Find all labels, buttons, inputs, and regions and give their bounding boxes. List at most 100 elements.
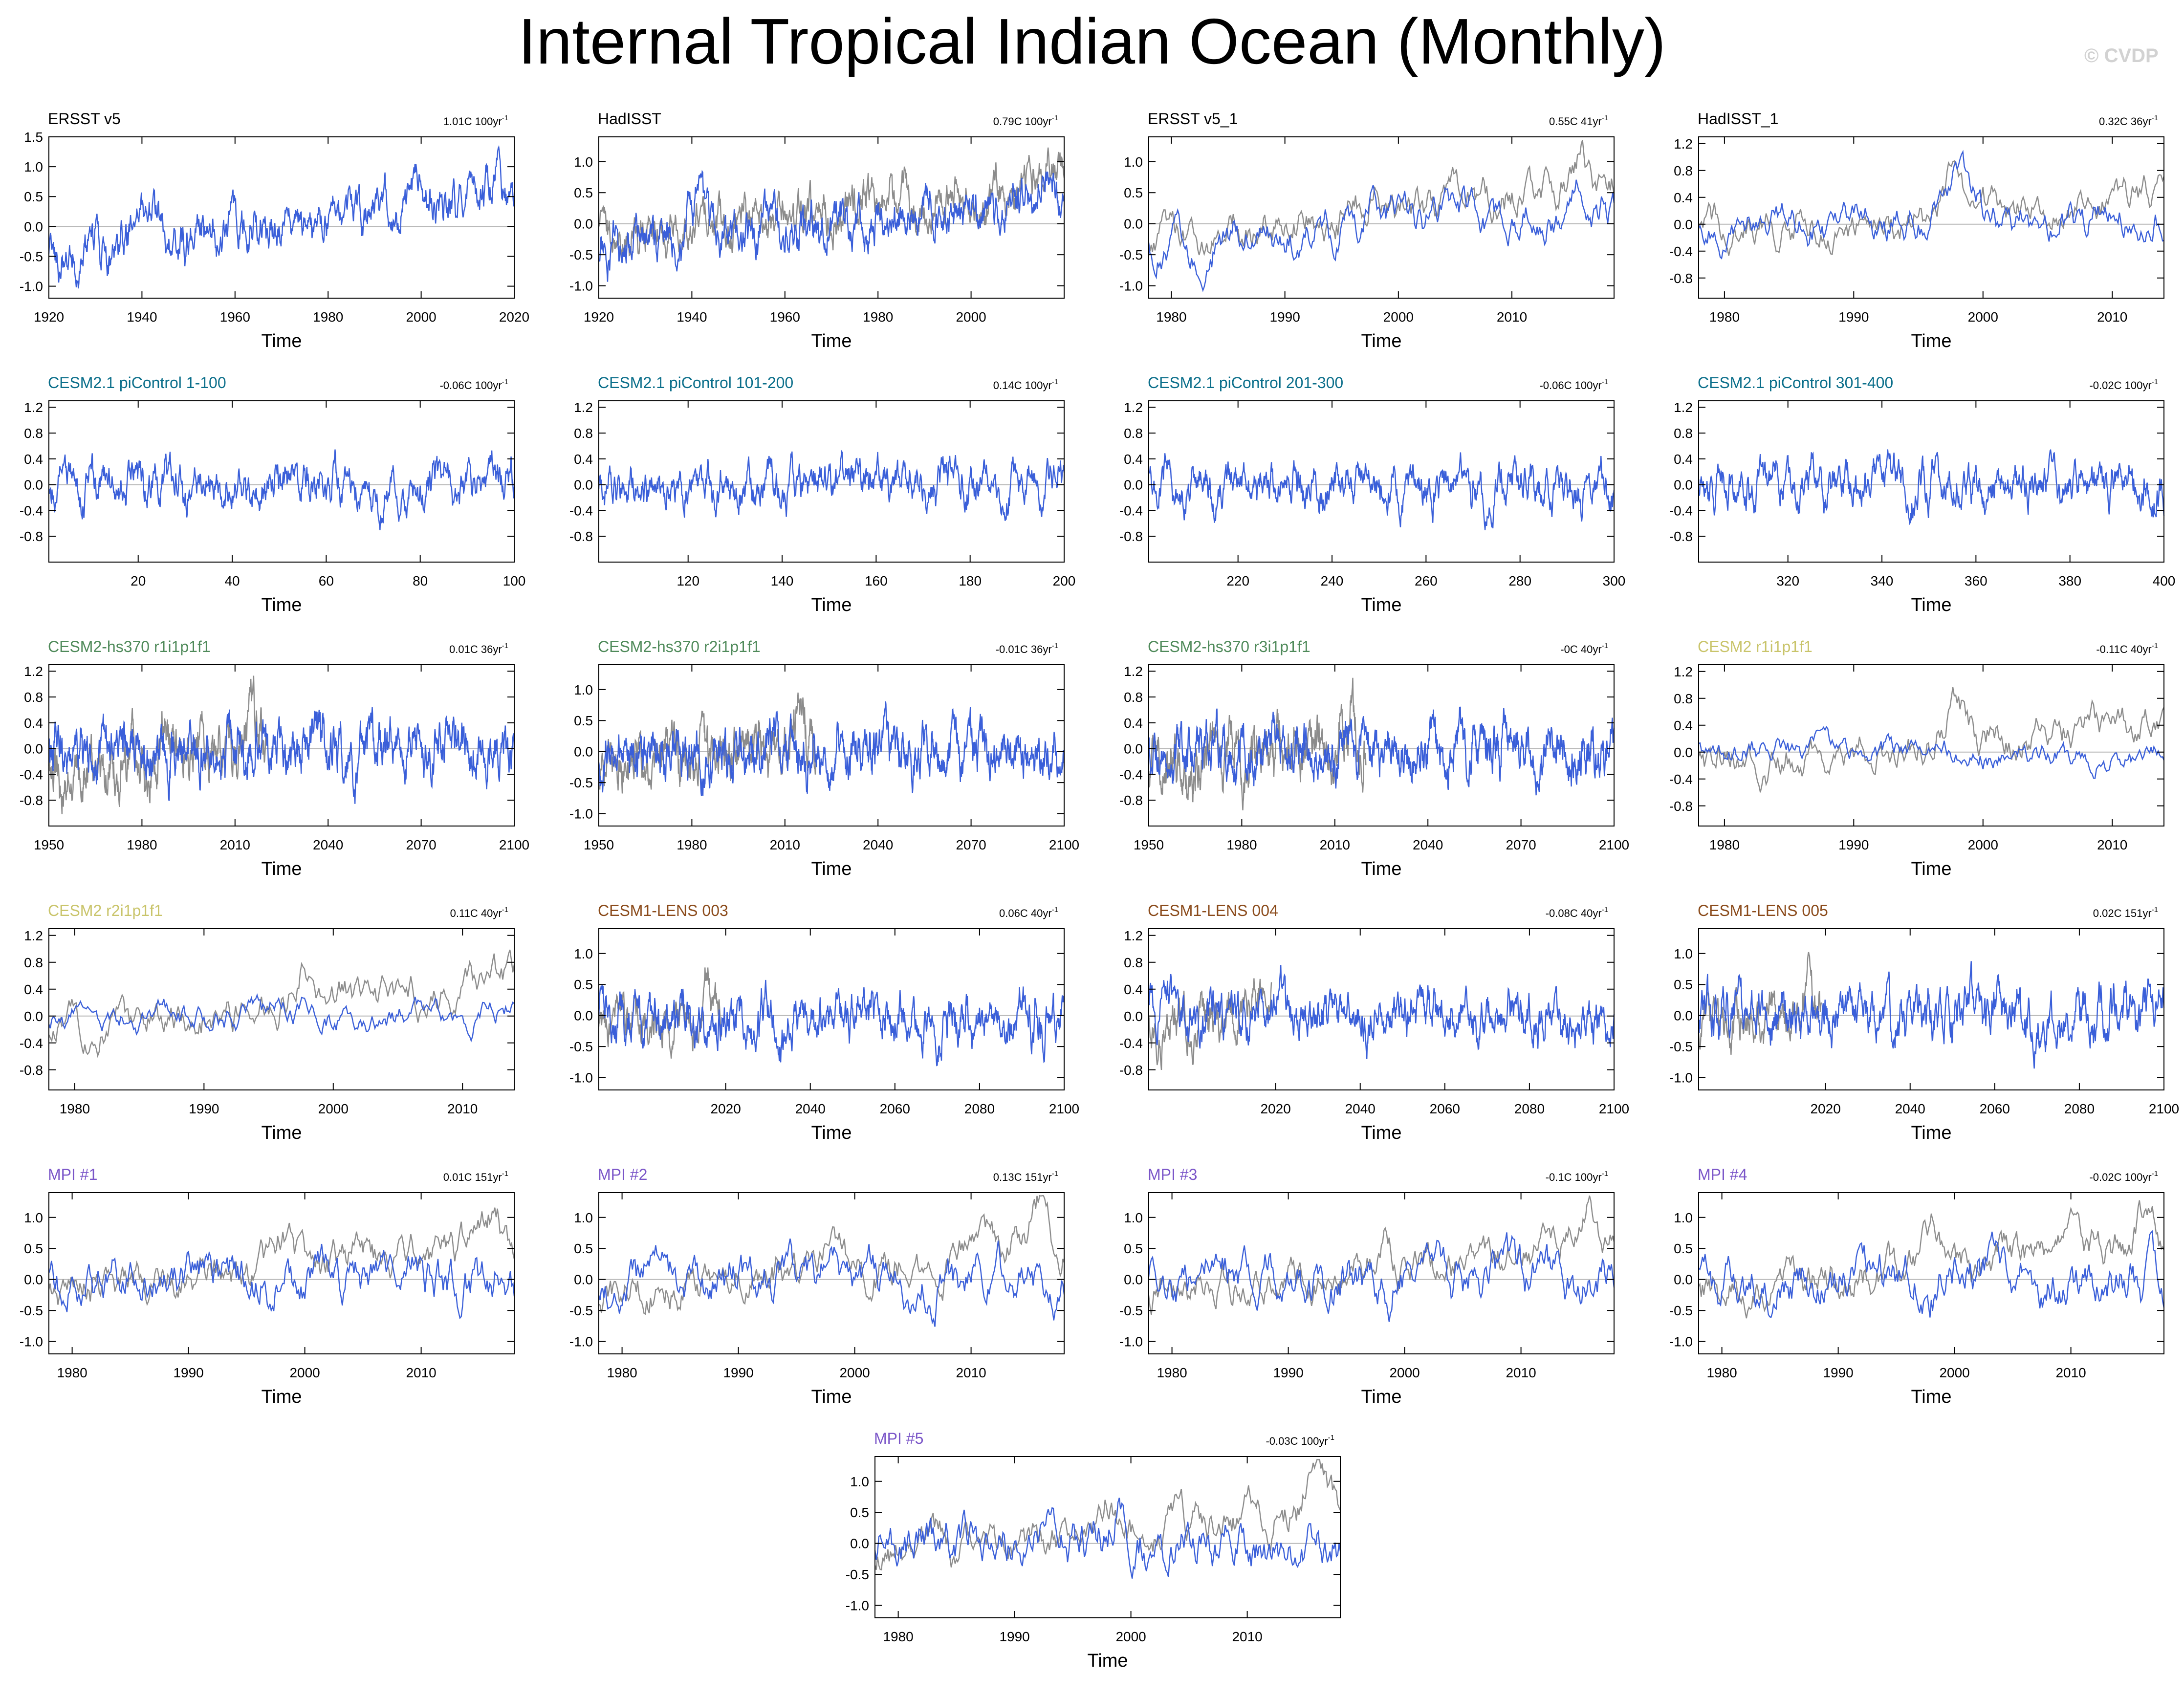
chart-panel: CESM2.1 piControl 1-100 -0.06C 100yr-1 1.2… [20, 374, 526, 615]
model-series-line [1148, 452, 1615, 530]
plot-frame [1698, 1192, 2164, 1354]
y-tick-label: -0.4 [569, 503, 593, 518]
trend-value: 0.06C 40yr [999, 907, 1052, 919]
x-tick-label: 1980 [1709, 837, 1740, 852]
plot-frame [1698, 664, 2164, 827]
chart-title: CESM2.1 piControl 101-200 [598, 374, 793, 392]
trend-exponent: -1 [1602, 906, 1608, 914]
y-tick-label: 1.0 [1674, 1210, 1693, 1225]
chart-title: MPI #2 [598, 1166, 647, 1183]
x-tick-label: 40 [224, 573, 240, 588]
y-tick-label: 1.2 [1674, 136, 1693, 152]
x-tick-label: 1940 [127, 309, 157, 325]
x-tick-label: 1950 [1134, 837, 1164, 852]
x-tick-label: 1990 [1273, 1365, 1303, 1380]
x-tick-label: 100 [503, 573, 526, 588]
y-tick-label: -0.5 [20, 1303, 43, 1318]
trend-annotation: -0.06C 100yr-1 [1539, 378, 1608, 392]
y-tick-label: 1.5 [24, 130, 43, 145]
x-tick-label: 1980 [863, 309, 893, 325]
y-tick-label: -1.0 [1669, 1070, 1693, 1086]
model-series-line [1148, 1232, 1615, 1322]
trend-value: -0.02C 100yr [2089, 1171, 2151, 1183]
chart-title: CESM2.1 piControl 301-400 [1698, 374, 1893, 392]
plot-frame [874, 1456, 1341, 1618]
trend-value: 0.01C 151yr [443, 1171, 502, 1183]
y-tick-label: 0.0 [574, 1272, 593, 1287]
plot-frame [1148, 664, 1615, 827]
chart-title: ERSST v5_1 [1148, 110, 1238, 128]
trend-value: -0.02C 100yr [2089, 379, 2151, 392]
chart-panel: MPI #1 0.01C 151yr-1 1.0 0.5 0.0 -0.5 -1.0 1980… [20, 1166, 515, 1407]
y-tick-label: -0.8 [569, 529, 593, 544]
x-tick-label: 80 [413, 573, 428, 588]
x-tick-label: 200 [1053, 573, 1076, 588]
y-tick-label: -0.8 [20, 1063, 43, 1078]
y-tick-label: 0.4 [1674, 718, 1693, 733]
trend-exponent: -1 [1052, 906, 1058, 914]
plot-frame [48, 136, 515, 299]
y-tick-label: -0.8 [1119, 1063, 1143, 1078]
y-tick-label: 0.8 [1674, 426, 1693, 441]
trend-value: -0.06C 100yr [439, 379, 502, 392]
y-tick-label: -0.5 [20, 249, 43, 264]
x-tick-label: 2040 [313, 837, 343, 852]
x-tick-label: 2010 [1320, 837, 1350, 852]
x-tick-label: 160 [865, 573, 888, 588]
trend-annotation: 0.11C 40yr-1 [450, 906, 508, 919]
y-tick-label: 0.0 [1124, 217, 1143, 232]
plot-frame [48, 928, 515, 1090]
observed-series-line [48, 675, 267, 814]
y-tick-label: 1.0 [574, 1210, 593, 1225]
trend-value: -0C 40yr [1560, 643, 1601, 655]
trend-value: -0.01C 36yr [996, 643, 1052, 655]
y-tick-label: 0.0 [1124, 1009, 1143, 1024]
y-tick-label: -1.0 [569, 279, 593, 294]
y-tick-label: 1.2 [574, 400, 593, 415]
y-tick-label: 0.0 [1124, 1272, 1143, 1287]
y-tick-label: -1.0 [20, 279, 43, 294]
x-tick-label: 2100 [2149, 1101, 2179, 1116]
y-tick-label: 0.0 [1674, 1272, 1693, 1287]
y-tick-label: -1.0 [569, 806, 593, 822]
y-tick-label: 1.2 [1674, 400, 1693, 415]
x-tick-label: 2010 [956, 1365, 986, 1380]
chart-title: CESM2.1 piControl 201-300 [1148, 374, 1343, 392]
y-tick-label: -1.0 [569, 1070, 593, 1086]
y-tick-label: -0.5 [846, 1567, 869, 1582]
model-series-line [874, 1498, 1341, 1579]
chart-title: CESM2-hs370 r3i1p1f1 [1148, 638, 1310, 655]
x-tick-label: 2070 [956, 837, 986, 852]
x-tick-label: 1980 [1709, 309, 1740, 325]
y-tick-label: -0.8 [1669, 271, 1693, 286]
x-axis-label: Time [1911, 1387, 1951, 1407]
y-tick-label: -1.0 [1119, 1334, 1143, 1349]
chart-panel: CESM2.1 piControl 201-300 -0.06C 100yr-1 1… [1119, 374, 1626, 615]
chart-title: HadISST [598, 110, 661, 128]
x-tick-label: 2010 [770, 837, 800, 852]
x-tick-label: 2000 [1939, 1365, 1969, 1380]
y-tick-label: 1.2 [1124, 664, 1143, 679]
y-tick-label: 0.8 [1124, 955, 1143, 970]
plot-frame [1148, 400, 1615, 563]
trend-annotation: 0.02C 151yr-1 [2093, 906, 2158, 919]
observed-series-line [48, 1207, 515, 1306]
y-tick-label: 0.5 [1124, 185, 1143, 200]
chart-panel: HadISST 0.79C 100yr-1 1.0 0.5 0.0 -0.5 -1.0 192… [569, 110, 1065, 351]
x-tick-label: 260 [1415, 573, 1438, 588]
observed-series-line [1148, 1195, 1615, 1315]
x-tick-label: 1960 [220, 309, 250, 325]
y-tick-label: -0.5 [1119, 1303, 1143, 1318]
chart-panel: ERSST v5 1.01C 100yr-1 1.5 1.0 0.5 0.0 -0.5 -1.… [20, 110, 529, 351]
model-series-line [598, 979, 1065, 1066]
trend-value: 0.32C 36yr [2099, 115, 2152, 128]
trend-exponent: -1 [2152, 642, 2158, 650]
chart-panel: CESM2 r2i1p1f1 0.11C 40yr-1 1.2 0.8 0.4 0.0 -0… [20, 902, 515, 1143]
x-axis-label: Time [1911, 1123, 1951, 1143]
observed-series-line [598, 1195, 1065, 1315]
y-tick-label: 0.4 [24, 982, 43, 997]
trend-value: 0.79C 100yr [993, 115, 1052, 128]
model-series-line [598, 450, 1065, 521]
observed-series-line [1148, 139, 1615, 257]
